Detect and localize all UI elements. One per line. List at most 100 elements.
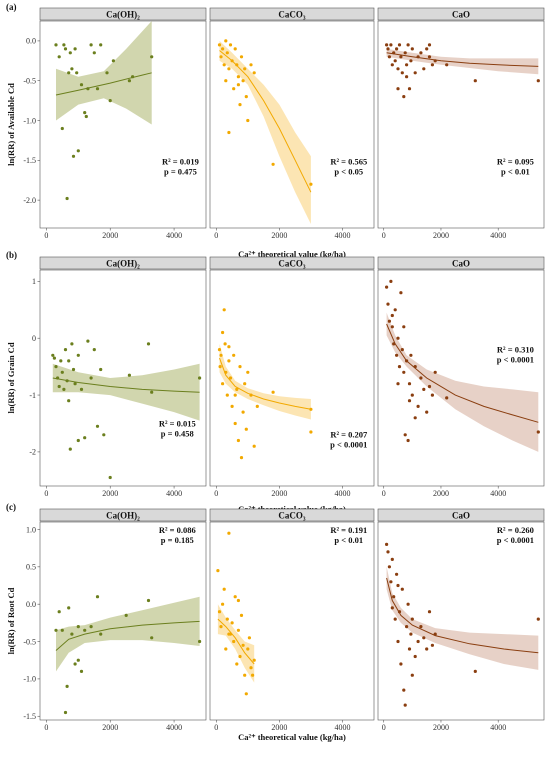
confidence-band <box>386 312 539 452</box>
stat-label: R² = 0.565 <box>330 156 367 166</box>
facet-strip <box>209 256 375 270</box>
data-point <box>89 43 93 47</box>
data-point <box>405 359 409 363</box>
data-point <box>419 625 423 629</box>
data-point <box>73 382 77 386</box>
x-axis-label: Ca²⁺ theoretical value (kg/ha) <box>238 249 346 259</box>
data-point <box>224 39 228 43</box>
data-point <box>416 639 420 644</box>
data-point <box>427 55 432 59</box>
data-point <box>410 47 414 51</box>
data-point <box>75 71 79 75</box>
x-tick-label: 2000 <box>102 723 118 732</box>
data-point <box>89 376 93 380</box>
data-point <box>395 353 399 357</box>
x-tick-label: 4000 <box>166 723 182 732</box>
x-tick-label: 0 <box>214 489 218 498</box>
data-point <box>400 71 404 75</box>
data-point <box>400 348 404 352</box>
data-point <box>99 43 103 47</box>
data-point <box>309 407 313 411</box>
data-point <box>407 399 412 403</box>
y-tick-label: -2.0 <box>23 196 36 205</box>
data-point <box>236 598 240 603</box>
data-point <box>419 376 423 380</box>
x-tick-label: 0 <box>44 489 48 498</box>
stat-label: p < 0.0001 <box>497 535 534 545</box>
x-tick-label: 2000 <box>433 489 449 498</box>
data-point <box>67 71 71 75</box>
data-point <box>52 356 57 360</box>
x-tick-label: 2000 <box>271 231 287 240</box>
data-point <box>239 456 244 460</box>
confidence-band <box>386 48 539 75</box>
data-point <box>57 610 61 614</box>
data-point <box>392 595 396 599</box>
data-point <box>92 51 96 55</box>
confidence-band <box>219 343 311 420</box>
data-point <box>385 542 389 547</box>
data-point <box>219 353 223 357</box>
plot-area <box>209 521 375 721</box>
data-point <box>405 75 409 79</box>
data-point <box>238 365 242 369</box>
data-point <box>124 613 128 618</box>
data-point <box>57 55 61 59</box>
data-point <box>83 628 87 632</box>
data-point <box>76 353 80 357</box>
data-point <box>232 639 236 644</box>
data-point <box>70 632 74 636</box>
data-point <box>225 51 229 55</box>
data-point <box>62 43 66 47</box>
data-point <box>70 342 74 346</box>
x-tick-label: 0 <box>214 723 218 732</box>
data-point <box>89 625 93 629</box>
data-point <box>390 557 394 562</box>
data-point <box>108 99 112 103</box>
data-point <box>95 424 100 428</box>
panel-b: (b) ln(RR) of Grain Cd Ca²⁺ theoretical va… <box>6 250 545 514</box>
data-point <box>409 59 413 63</box>
x-tick-label: 4000 <box>334 489 350 498</box>
data-point <box>387 319 391 323</box>
facet-strip <box>209 508 375 522</box>
data-point <box>395 47 399 51</box>
data-point <box>79 669 84 674</box>
y-tick-label: -1.0 <box>23 675 36 684</box>
facet-title: CaCO₃ <box>278 259 305 269</box>
panel-letter: (b) <box>6 250 17 260</box>
data-point <box>410 393 414 397</box>
data-point <box>427 610 432 614</box>
data-point <box>111 59 115 63</box>
data-point <box>127 373 131 377</box>
data-point <box>217 43 222 47</box>
y-tick-label: -2 <box>29 448 36 457</box>
data-point <box>227 345 231 349</box>
data-point <box>83 436 87 440</box>
fit-line <box>55 620 200 651</box>
facet-strip <box>377 7 545 21</box>
facet-title: CaCO₃ <box>278 10 305 20</box>
x-tick-label: 4000 <box>334 231 350 240</box>
data-point <box>386 550 390 554</box>
data-point <box>387 565 391 569</box>
y-tick-label: 0 <box>32 334 36 343</box>
data-point <box>536 430 540 434</box>
data-point <box>79 83 84 87</box>
stat-label: R² = 0.015 <box>159 418 196 428</box>
data-point <box>60 628 64 632</box>
data-point <box>233 393 237 397</box>
data-point <box>309 182 313 186</box>
stat-label: p < 0.05 <box>334 166 363 176</box>
stat-label: R² = 0.191 <box>330 525 367 535</box>
panel-a: (a) ln(RR) of Available Cd Ca²⁺ theoretica… <box>6 2 545 259</box>
data-point <box>244 95 248 99</box>
data-point <box>224 647 228 651</box>
data-point <box>235 387 239 391</box>
data-point <box>224 79 228 83</box>
